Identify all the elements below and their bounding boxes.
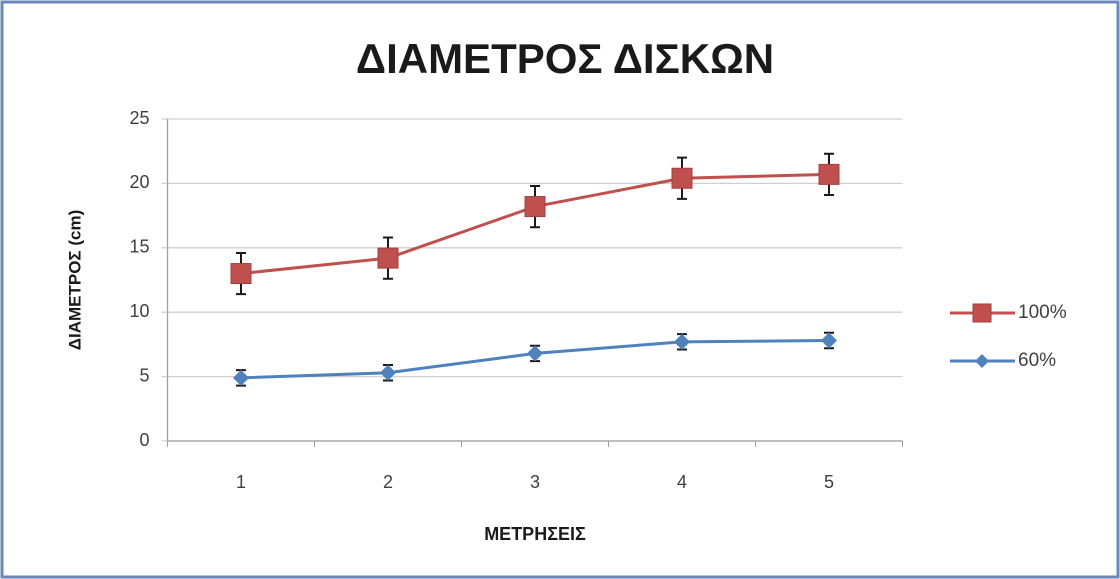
legend-label: 100% (1018, 302, 1067, 323)
marker (380, 364, 396, 381)
y-tick-label: 25 (129, 108, 149, 128)
marker (821, 332, 837, 349)
chart-title: ΔΙΑΜΕΤΡΟΣ ΔΙΣΚΩΝ (356, 35, 774, 82)
marker (377, 247, 399, 269)
y-tick-label: 20 (129, 172, 149, 192)
marker (671, 167, 693, 189)
x-tick-label: 2 (383, 472, 393, 492)
y-tick-label: 15 (129, 237, 149, 257)
y-axis-title: ΔΙΑΜΕΤΡΟΣ (cm) (65, 210, 84, 350)
x-tick-label: 1 (236, 472, 246, 492)
x-tick-label: 4 (677, 472, 687, 492)
marker (233, 369, 249, 386)
marker (524, 196, 546, 218)
legend-label: 60% (1018, 350, 1056, 371)
marker (975, 354, 989, 368)
marker (230, 263, 252, 285)
y-tick-label: 5 (139, 365, 149, 385)
y-tick-label: 10 (129, 301, 149, 321)
marker (972, 303, 992, 323)
marker (818, 163, 840, 185)
marker (674, 333, 690, 350)
x-axis-title: ΜΕΤΡΗΣΕΙΣ (484, 524, 586, 544)
x-tick-label: 3 (530, 472, 540, 492)
x-tick-label: 5 (824, 472, 834, 492)
marker (527, 345, 543, 362)
y-tick-label: 0 (139, 430, 149, 450)
